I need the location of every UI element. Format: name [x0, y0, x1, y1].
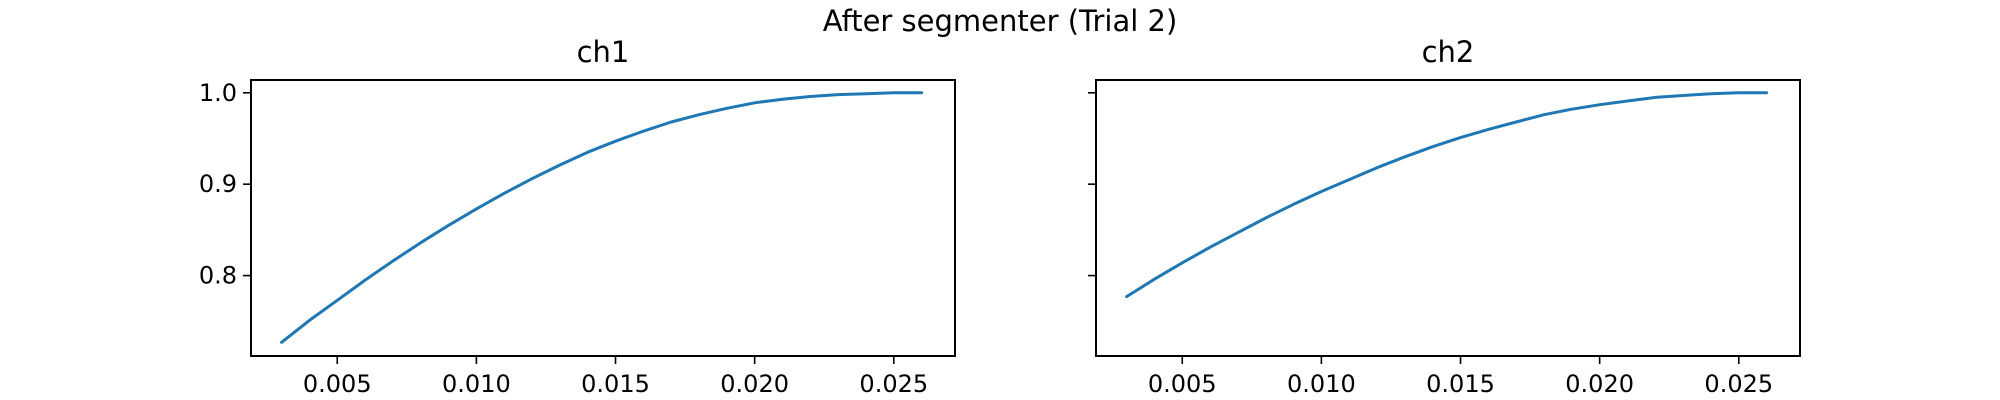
plot-frame — [250, 79, 956, 357]
plot-frame — [1095, 79, 1801, 357]
subplot-ch2: ch2 0.005 0.010 0.015 0.020 0.025 — [1088, 35, 1801, 398]
subplot-title: ch1 — [577, 35, 630, 69]
axis-ticks: 0.005 0.010 0.015 0.020 0.025 — [1088, 91, 1773, 398]
x-tick-label: 0.005 — [303, 370, 372, 398]
x-tick-label: 0.020 — [720, 370, 789, 398]
series-line — [280, 91, 924, 344]
x-tick-label: 0.025 — [1704, 370, 1773, 398]
x-tick-label: 0.010 — [442, 370, 511, 398]
plot-area — [280, 91, 924, 344]
x-tick-label: 0.005 — [1148, 370, 1217, 398]
figure-title: After segmenter (Trial 2) — [823, 4, 1178, 38]
y-tick-label: 0.9 — [199, 170, 237, 198]
subplot-title: ch2 — [1422, 35, 1475, 69]
y-tick-label: 0.8 — [199, 262, 237, 290]
x-tick-label: 0.015 — [1426, 370, 1495, 398]
x-tick-label: 0.025 — [859, 370, 928, 398]
plot-area — [1125, 91, 1769, 299]
subplot-ch1: ch1 0.005 0.010 0.015 0.020 0.025 0.8 0.9 1.0 — [199, 35, 956, 398]
series-line — [1125, 91, 1769, 299]
x-tick-label: 0.020 — [1565, 370, 1634, 398]
axis-ticks: 0.005 0.010 0.015 0.020 0.025 0.8 0.9 1.0 — [199, 79, 928, 398]
y-tick-label: 1.0 — [199, 79, 237, 107]
x-tick-label: 0.010 — [1287, 370, 1356, 398]
x-tick-label: 0.015 — [581, 370, 650, 398]
